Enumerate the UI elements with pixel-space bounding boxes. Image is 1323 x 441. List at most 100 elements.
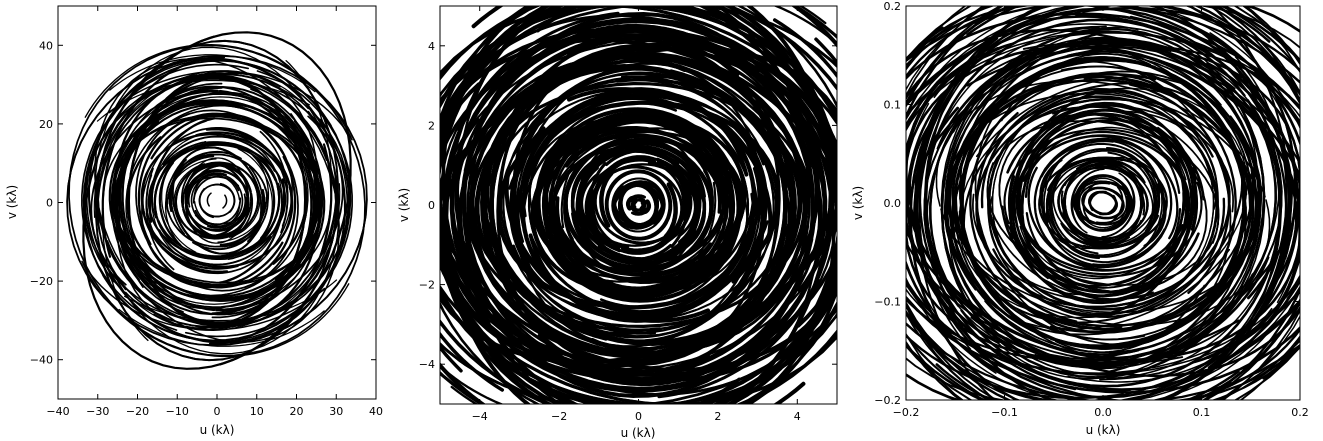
uv-track [1018,214,1184,272]
x-tick-label: −2 [551,410,567,423]
uv-track [931,27,1100,154]
uv-track [913,106,1000,344]
uv-track [206,192,212,207]
uv-track [190,186,240,228]
uv-track [1081,6,1300,352]
uv-track [102,62,352,342]
uv-track [928,37,1277,294]
uv-track [951,75,1218,331]
uv-track [950,144,1258,348]
uv-track [1043,137,1173,239]
uv-track [631,207,650,216]
uv-track [906,281,1300,400]
uv-track [575,151,612,249]
panel-2: −4 −2 0 2 4 −4 −2 0 2 4 u (kλ) v (kλ) [397,5,838,440]
uv-track [440,331,505,392]
uv-track [1005,106,1220,244]
uv-track [629,139,766,344]
y-tick-label: 0.2 [884,0,902,13]
uv-track [207,193,247,229]
uv-track [665,161,702,259]
uv-track [512,244,657,335]
tick-group: −40 −30 −20 −10 0 10 20 30 40 −40 −20 0 20 40 [30,6,383,418]
uv-track [906,332,987,400]
uv-track [440,319,837,404]
uv-track [152,214,331,299]
uv-track [655,157,698,244]
uv-track [470,56,807,355]
uv-track [174,99,326,302]
uv-track [1027,166,1116,272]
uv-track [126,136,162,265]
uv-track [440,6,837,91]
uv-track [1077,182,1111,211]
uv-track [137,112,242,246]
uv-track [538,28,836,404]
uv-track [440,6,837,385]
uv-track [114,86,320,288]
uv-track [1085,191,1125,220]
uv-track [193,200,241,227]
x-axis-label: u (kλ) [621,426,656,440]
uv-track [440,6,801,404]
uv-track [906,32,1300,128]
x-tick-label: 0.0 [1094,406,1112,419]
uv-track [772,18,837,79]
uv-track [987,118,1219,311]
uv-track [906,288,1300,400]
uv-track [192,201,266,251]
uv-track [1106,252,1275,379]
uv-track [1076,158,1146,184]
y-tick-label: −40 [30,354,53,367]
y-tick-label: −20 [30,275,53,288]
uv-track [926,42,1203,365]
uv-track [496,100,778,296]
uv-track [177,75,321,326]
uv-track [504,6,837,308]
x-tick-label: 40 [369,405,383,418]
uv-track [259,130,289,234]
x-tick-label: 30 [329,405,343,418]
uv-track [1135,172,1160,242]
uv-track [457,17,834,175]
uv-track [726,6,833,404]
uv-track [139,31,352,366]
uv-track [108,99,260,302]
uv-track [103,102,282,187]
uv-track [986,162,1201,300]
x-tick-label: 2 [714,410,721,423]
uv-track [639,201,647,212]
uv-track [1110,118,1194,199]
x-tick-label: −20 [126,405,149,418]
uv-track [158,229,272,266]
uv-track [1080,181,1128,229]
uv-track [1206,62,1293,300]
panel-3: −0.2 −0.1 0.0 0.1 0.2 −0.2 −0.1 0.0 0.1 0.2 u (kλ… [851,0,1309,437]
uv-track [1081,186,1121,215]
uv-track [222,194,228,209]
uv-track [555,196,697,290]
uv-track [915,37,999,369]
uv-track [109,54,316,93]
uv-track [118,308,325,347]
uv-track [94,61,317,343]
uv-track [153,110,337,330]
uv-track [1057,166,1149,212]
uv-track [564,133,725,200]
uv-track [123,229,254,287]
uv-track [199,57,347,344]
y-tick-label: 0.0 [884,197,902,210]
uv-track [1053,181,1203,278]
uv-track [1045,149,1161,231]
uv-track [441,6,739,382]
uv-track [97,71,281,291]
uv-track [571,174,644,273]
uv-track [145,167,175,271]
uv-track [87,57,235,344]
uv-track [959,47,1247,304]
x-tick-label: 0.1 [1193,406,1211,419]
uv-track [906,54,1125,400]
uv-track [906,6,1300,125]
x-tick-label: −30 [86,405,109,418]
